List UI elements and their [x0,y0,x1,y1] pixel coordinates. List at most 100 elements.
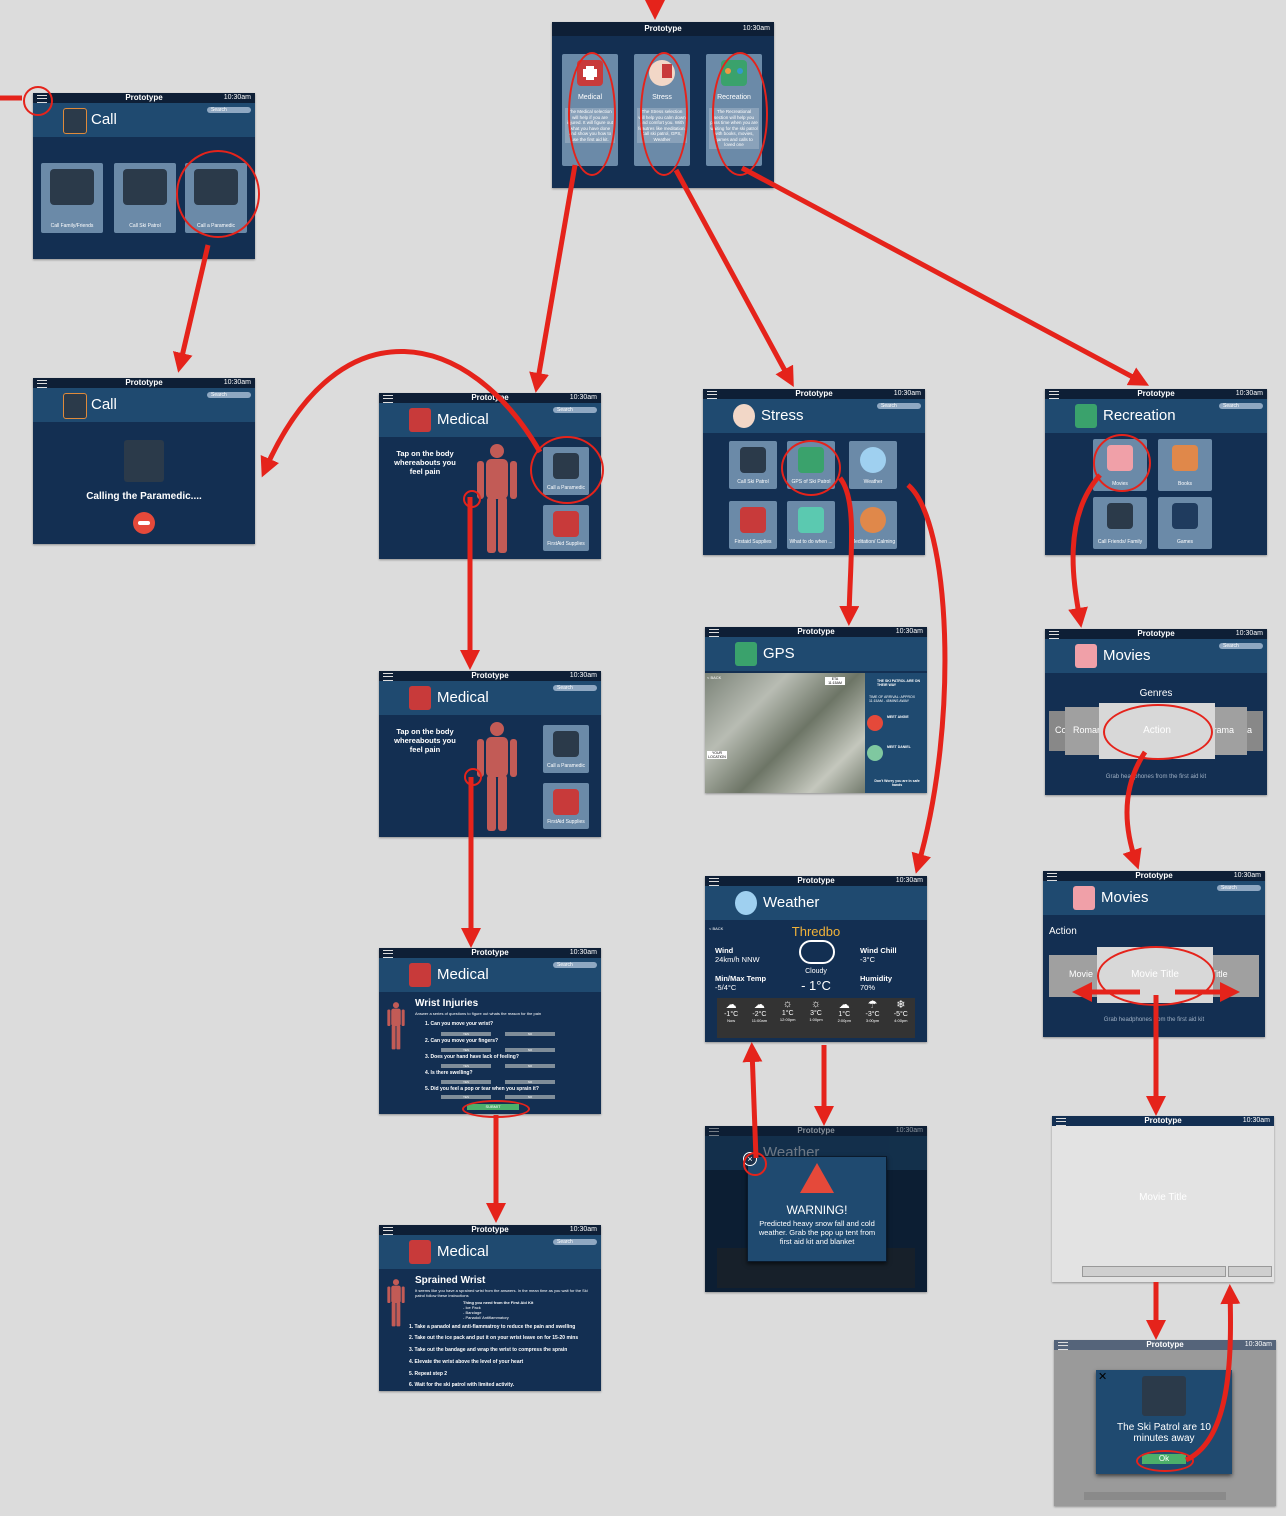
top-bar: Prototype 10:30am [379,671,601,681]
page-title: Medical [437,1243,489,1260]
yes-button[interactable]: YES [441,1064,491,1068]
close-icon[interactable]: ✕ [1098,1371,1108,1383]
menu-icon[interactable] [1056,1118,1066,1126]
top-bar: Prototype 10:30am [379,393,601,403]
clock: 10:30am [1242,1117,1270,1124]
menu-icon[interactable] [383,673,393,681]
checklist-icon [798,507,824,533]
info-text: THE SKI PATROL ARE ON THEIR WAY [877,679,921,687]
player-controls[interactable] [1082,1266,1226,1277]
map[interactable]: < BACK ETA 11:15AM YOUR LOCATION [705,673,865,793]
tile-label: Call Ski Patrol [737,479,769,485]
step: 6. Wait for the ski patrol with limited … [409,1382,515,1388]
search-input[interactable]: Search [553,685,597,691]
body-map[interactable] [467,721,527,833]
firstaid-supplies-tile[interactable]: FirstAid Supplies [543,505,589,551]
menu-icon[interactable] [383,1227,393,1235]
yes-button[interactable]: YES [441,1048,491,1052]
no-button[interactable]: NO [505,1095,555,1099]
search-input[interactable]: Search [1217,885,1261,891]
yes-button[interactable]: YES [441,1080,491,1084]
back-link[interactable]: < BACK [707,675,722,680]
call-friends-tile[interactable]: Call Friends/ Family [1093,497,1147,549]
weather-icon: ❄ [896,999,906,1011]
menu-icon[interactable] [1058,1342,1068,1350]
call-ski-patrol-tile[interactable]: Call Ski Patrol [729,441,777,489]
first-aid-kit-icon [409,686,431,710]
body-map[interactable] [467,443,527,555]
firstaid-supplies-tile[interactable]: Firstaid Supplies [729,501,777,549]
paramedic-icon [553,731,579,757]
firstaid-supplies-tile[interactable]: FirstAid Supplies [543,783,589,829]
search-input[interactable]: Search [207,107,251,113]
volume-slider[interactable] [1228,1266,1272,1277]
call-paramedic-tile[interactable]: Call a Paramedic [543,725,589,773]
flow-arrow [1184,1284,1241,1463]
cloud-icon [799,940,835,964]
search-input[interactable]: Search [553,407,597,413]
genre-label: Romance [1073,725,1112,735]
call-family-tile[interactable]: Call Family/Friends [41,163,103,233]
menu-icon[interactable] [707,391,717,399]
page-title: Call [91,396,117,413]
menu-icon[interactable] [1047,873,1057,881]
no-button[interactable]: NO [505,1032,555,1036]
search-input[interactable]: Search [1219,643,1263,649]
search-input[interactable]: Search [553,962,597,968]
yes-button[interactable]: YES [441,1032,491,1036]
app-title: Prototype [125,378,163,387]
warning-icon [800,1163,834,1193]
no-button[interactable]: NO [505,1064,555,1068]
menu-icon[interactable] [1049,391,1059,399]
no-button[interactable]: NO [505,1048,555,1052]
top-bar: Prototype 10:30am [703,389,925,399]
popup-text: The Ski Patrol are 10 minutes away [1117,1422,1211,1444]
what-to-do-tile[interactable]: What to do when ... [787,501,835,549]
clock: 10:30am [569,672,597,679]
clock: 10:30am [1233,872,1261,879]
search-input[interactable]: Search [1219,403,1263,409]
forecast-temp: 3°C [810,1010,822,1017]
search-input[interactable]: Search [207,392,251,398]
weather-tile[interactable]: Weather [849,441,897,489]
forecast-temp: -2°C [752,1011,767,1018]
menu-icon[interactable] [709,878,719,886]
clock: 10:30am [223,379,251,386]
your-location-label: YOUR LOCATION [707,751,727,759]
forecast-item: ☼ 1°C 12:00pm [774,998,802,1038]
page-title: Medical [437,689,489,706]
games-tile[interactable]: Games [1158,497,1212,549]
hang-up-button[interactable] [133,512,155,534]
header: Recreation Search [1045,399,1267,433]
app-title: Prototype [125,93,163,102]
menu-icon[interactable] [383,395,393,403]
forecast-temp: 1°C [838,1011,851,1018]
flow-arrow [260,349,543,478]
flow-arrow [529,164,578,393]
section-heading: Wrist Injuries [415,998,479,1009]
menu-icon[interactable] [383,950,393,958]
menu-icon[interactable] [709,629,719,637]
movie-camera-icon [1073,886,1095,910]
books-tile[interactable]: Books [1158,439,1212,491]
menu-icon[interactable] [1049,631,1059,639]
back-link[interactable]: < BACK [709,926,724,931]
flow-arrow [1068,473,1102,628]
call-ski-patrol-tile[interactable]: Call Ski Patrol [114,163,176,233]
tile-label: FirstAid Supplies [547,541,585,547]
yes-button[interactable]: YES [441,1095,491,1099]
search-input[interactable]: Search [553,1239,597,1245]
highlight-circle [712,52,768,176]
highlight-circle [1093,434,1151,492]
menu-icon[interactable] [709,1128,719,1136]
meditation-tile[interactable]: Meditation/ Calming [849,501,897,549]
stress-screen: Prototype 10:30am Stress Search Call Ski … [703,389,925,555]
wind-chill-label: Wind Chill [860,946,897,955]
search-input[interactable]: Search [877,403,921,409]
genre-name: Action [1049,926,1077,937]
flow-arrow [740,165,1150,386]
no-button[interactable]: NO [505,1080,555,1084]
forecast-temp: -1°C [724,1011,739,1018]
menu-icon[interactable] [37,380,47,388]
